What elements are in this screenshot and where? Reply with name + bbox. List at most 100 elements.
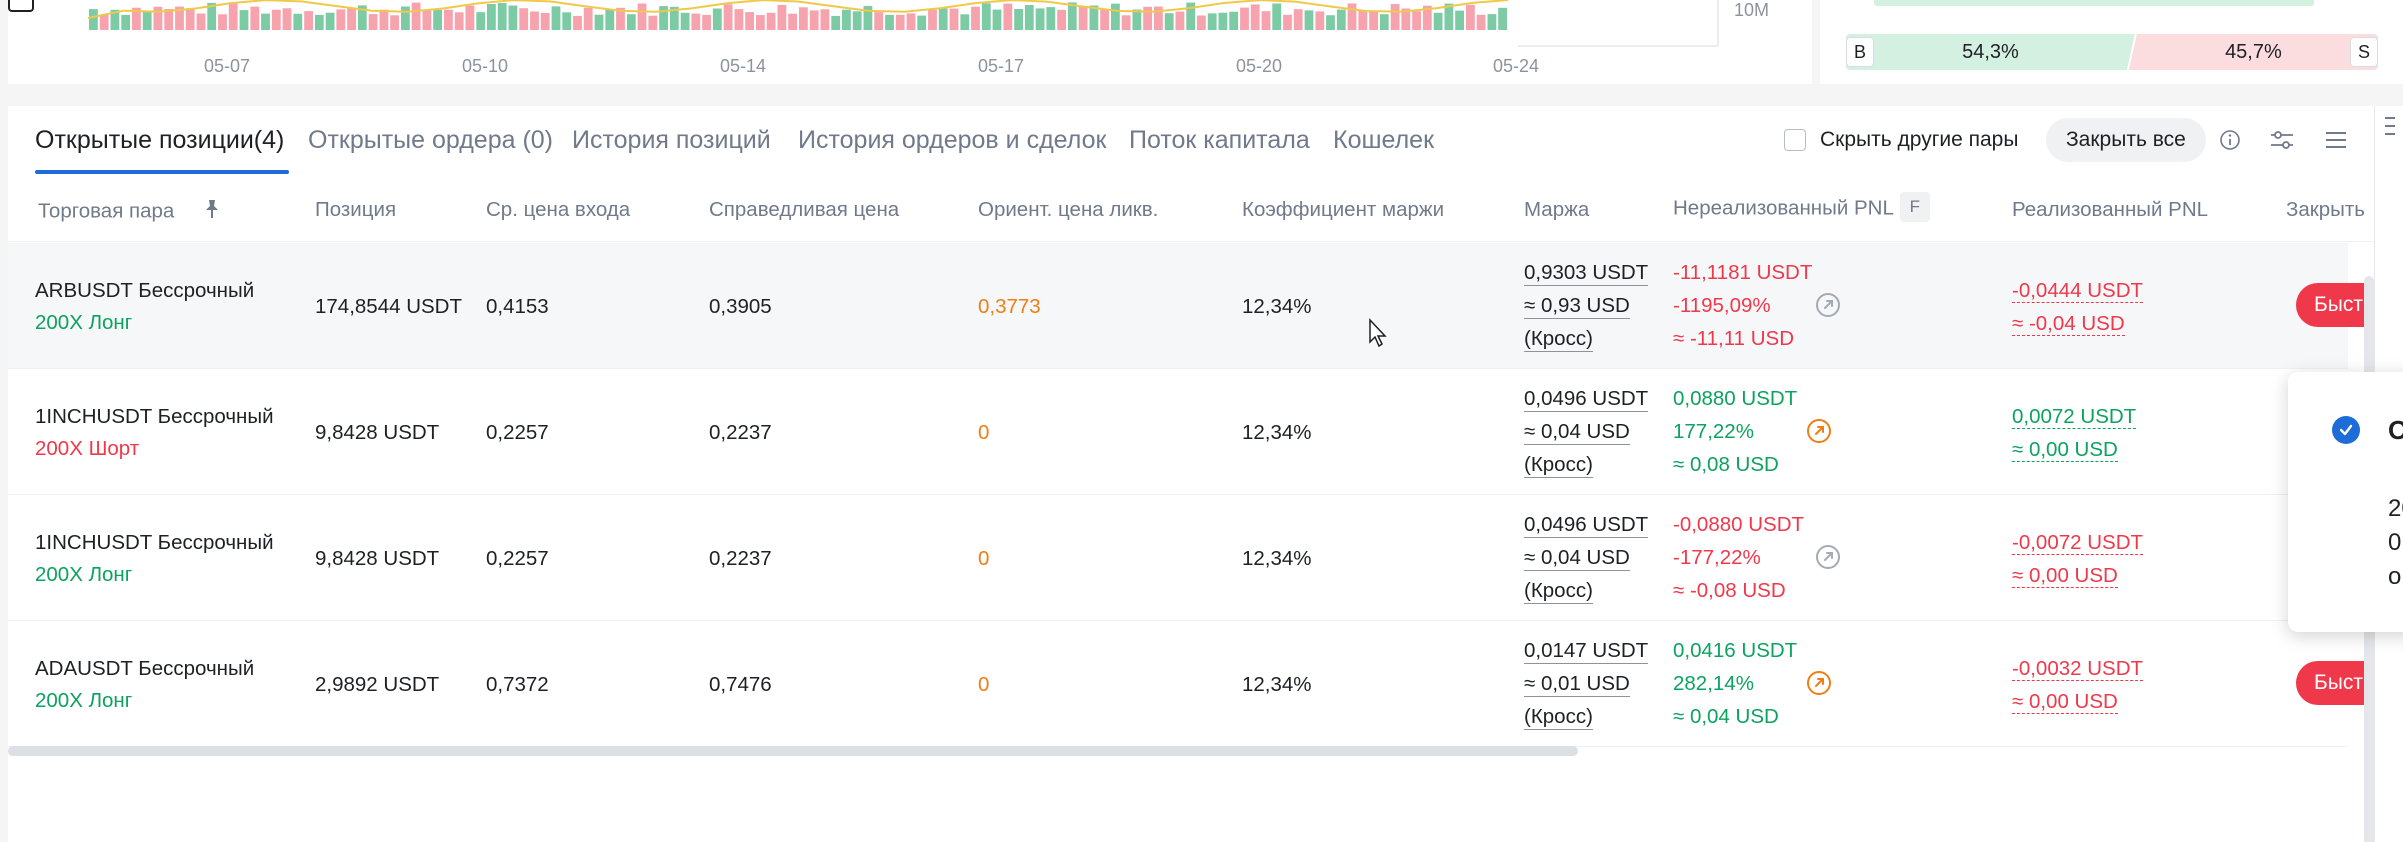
volume-bar <box>1078 6 1088 31</box>
margin-mode[interactable]: (Кросс) <box>1524 327 1593 352</box>
realized-pnl-usdt[interactable]: -0,0072 USDT <box>2012 531 2144 555</box>
margin-usdt[interactable]: 0,0496 USDT <box>1524 513 1649 538</box>
volume-bar <box>1498 7 1507 31</box>
volume-bar <box>594 14 604 30</box>
volume-bar <box>1476 14 1486 30</box>
unrealized-pnl-percent: 282,14% <box>1673 672 1754 695</box>
volume-bar <box>185 8 195 30</box>
volume-bar <box>1250 4 1260 31</box>
orderbook-panel: 54,3% 45,7% B S <box>1820 0 2403 84</box>
drag-handle-icon[interactable] <box>2383 114 2395 144</box>
volume-bar <box>1111 3 1120 30</box>
x-axis-tick: 05-14 <box>719 56 767 76</box>
volume-bar <box>949 8 959 30</box>
realized-pnl-usdt[interactable]: 0,0072 USDT <box>2012 405 2137 429</box>
margin-mode[interactable]: (Кросс) <box>1524 579 1593 604</box>
list-menu-icon[interactable] <box>2322 126 2350 154</box>
close-all-button[interactable]: Закрыть все <box>2046 118 2206 162</box>
liq-price: 0,3773 <box>978 295 1041 318</box>
volume-bar <box>637 3 647 30</box>
volume-bar <box>325 12 335 30</box>
tab-capital-flow[interactable]: Поток капитала <box>1129 126 1310 154</box>
share-pnl-icon[interactable] <box>1805 669 1833 697</box>
volume-bar <box>476 12 486 30</box>
volume-bar <box>261 13 270 30</box>
position-row[interactable]: 1INCHUSDT Бессрочный 200X Шорт 9,8428 US… <box>8 369 2403 495</box>
volume-bar <box>917 15 927 30</box>
volume-bar <box>756 15 765 30</box>
margin-usdt[interactable]: 0,0147 USDT <box>1524 639 1649 664</box>
sell-ratio: 45,7% <box>2128 34 2378 70</box>
pin-icon[interactable] <box>202 198 222 226</box>
tab-position-history[interactable]: История позиций <box>572 126 771 154</box>
leverage-side: 200X Шорт <box>35 437 140 460</box>
volume-bar <box>1207 13 1217 30</box>
volume-bar <box>175 6 184 30</box>
position-row[interactable]: ADAUSDT Бессрочный 200X Лонг 2,9892 USDT… <box>8 621 2403 747</box>
pair-name[interactable]: ARBUSDT Бессрочный <box>35 279 255 302</box>
volume-bar <box>981 3 991 31</box>
realized-pnl-usdt[interactable]: -0,0032 USDT <box>2012 657 2144 681</box>
volume-bar <box>1412 11 1421 30</box>
volume-bar <box>788 13 797 30</box>
positions-panel: Открытые позиции(4) Открытые ордера (0) … <box>8 106 2403 842</box>
col-pair[interactable]: Торговая пара <box>38 198 222 226</box>
col-unrealized-pnl: Нереализованный PNL F <box>1673 192 1930 224</box>
tab-open-orders[interactable]: Открытые ордера (0) <box>308 126 554 154</box>
horizontal-scrollbar[interactable] <box>8 746 1578 756</box>
hide-other-pairs-toggle[interactable]: Скрыть другие пары <box>1784 128 2018 152</box>
margin-mode-text: (Кросс) <box>1524 453 1593 478</box>
hide-other-pairs-checkbox[interactable] <box>1784 129 1806 151</box>
filter-sliders-icon[interactable] <box>2268 126 2296 154</box>
realized-pnl-usdt-text: -0,0072 USDT <box>2012 531 2144 555</box>
volume-bar <box>1466 4 1475 31</box>
position-row[interactable]: 1INCHUSDT Бессрочный 200X Лонг 9,8428 US… <box>8 495 2403 621</box>
entry-price: 0,4153 <box>486 295 549 318</box>
mouse-cursor-icon <box>1368 318 1390 353</box>
margin-usdt[interactable]: 0,0496 USDT <box>1524 387 1649 412</box>
col-margin-ratio: Коэффициент маржи <box>1242 198 1445 221</box>
order-notification-toast[interactable]: Ордер за... 200X... 0,... о... <box>2288 372 2403 632</box>
pair-name[interactable]: ADAUSDT Бессрочный <box>35 657 255 680</box>
volume-bar <box>142 12 152 30</box>
realized-pnl-usdt[interactable]: -0,0444 USDT <box>2012 279 2144 303</box>
tab-wallet[interactable]: Кошелек <box>1333 126 1435 154</box>
tab-order-trade-history[interactable]: История ордеров и сделок <box>798 126 1107 154</box>
share-pnl-icon[interactable] <box>1805 417 1833 445</box>
volume-bar <box>669 6 679 31</box>
volume-bar <box>1089 5 1099 30</box>
volume-ma-line <box>87 0 1509 19</box>
margin-usdt[interactable]: 0,9303 USDT <box>1524 261 1649 286</box>
volume-bar <box>831 15 841 30</box>
volume-bar <box>218 14 227 30</box>
position-row[interactable]: ARBUSDT Бессрочный 200X Лонг 174,8544 US… <box>8 243 2403 369</box>
toast-body: 200X... 0,... о... <box>2388 492 2403 594</box>
kline-chart[interactable]: 10M 05-07 05-10 05-14 05-17 05-20 05-24 <box>8 0 1812 84</box>
pair-name[interactable]: 1INCHUSDT Бессрочный <box>35 531 274 554</box>
info-icon[interactable] <box>2216 126 2244 154</box>
margin-ratio: 12,34% <box>1242 421 1312 444</box>
volume-bar <box>357 5 367 31</box>
margin-mode[interactable]: (Кросс) <box>1524 705 1593 730</box>
volume-bar <box>712 8 722 30</box>
margin-ratio: 12,34% <box>1242 673 1312 696</box>
margin-usd-text: ≈ 0,04 USD <box>1524 546 1630 571</box>
toast-body-line: 0,... <box>2388 529 2403 556</box>
tab-open-positions[interactable]: Открытые позиции(4) <box>35 126 285 154</box>
margin-mode[interactable]: (Кросс) <box>1524 453 1593 478</box>
volume-bar <box>207 2 217 31</box>
margin-mode-text: (Кросс) <box>1524 705 1593 730</box>
unrealized-pnl-percent: 177,22% <box>1673 420 1754 443</box>
share-pnl-icon[interactable] <box>1814 291 1842 319</box>
col-position: Позиция <box>315 198 397 221</box>
unrealized-pnl-usdt: 0,0880 USDT <box>1673 387 1798 410</box>
pair-name[interactable]: 1INCHUSDT Бессрочный <box>35 405 274 428</box>
volume-bar <box>723 4 733 30</box>
col-fair-price: Справедливая цена <box>709 198 900 221</box>
fee-toggle-badge[interactable]: F <box>1899 192 1930 222</box>
volume-bar <box>1035 8 1045 30</box>
share-pnl-icon[interactable] <box>1814 543 1842 571</box>
volume-bar <box>1304 10 1314 30</box>
volume-bar <box>121 14 131 30</box>
realized-pnl-usd: ≈ 0,00 USD <box>2012 438 2118 462</box>
